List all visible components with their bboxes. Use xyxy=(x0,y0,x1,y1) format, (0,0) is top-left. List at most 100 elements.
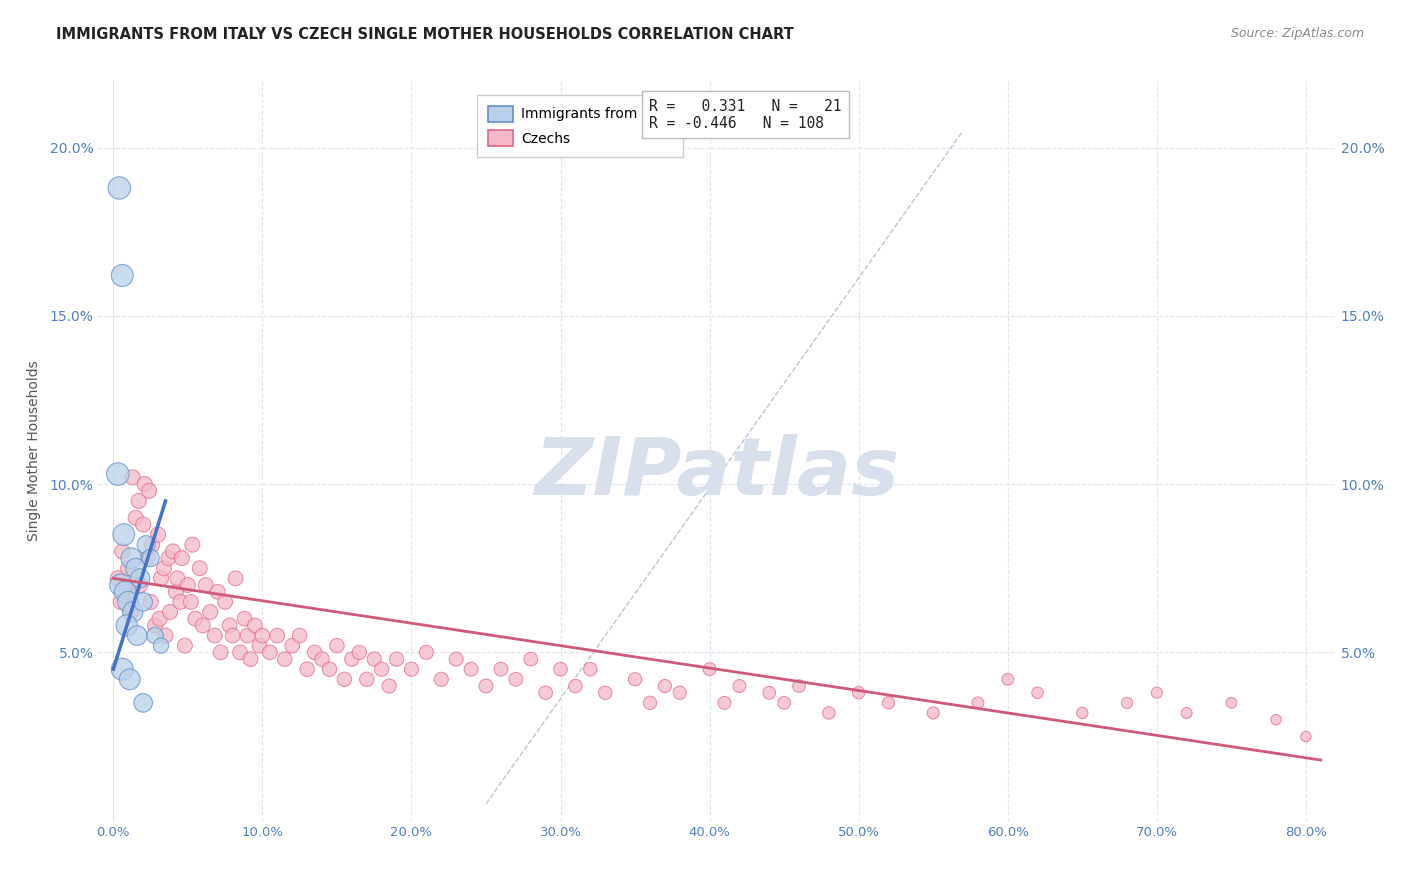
Point xyxy=(460,662,482,676)
Point xyxy=(311,652,333,666)
Point xyxy=(115,618,138,632)
Point xyxy=(243,618,266,632)
Point xyxy=(166,571,188,585)
Point xyxy=(180,595,202,609)
Point xyxy=(997,673,1019,687)
Point xyxy=(139,595,162,609)
Point xyxy=(111,662,134,676)
Point xyxy=(221,628,243,642)
Point xyxy=(579,662,602,676)
Point xyxy=(117,561,139,575)
Point xyxy=(236,628,259,642)
Point xyxy=(108,181,131,195)
Point xyxy=(125,510,148,524)
Point xyxy=(134,477,156,491)
Point xyxy=(125,561,148,575)
Y-axis label: Single Mother Households: Single Mother Households xyxy=(27,360,41,541)
Point xyxy=(326,639,349,653)
Point xyxy=(249,639,271,653)
Point xyxy=(967,696,990,710)
Point xyxy=(728,679,751,693)
Point xyxy=(111,268,134,283)
Point xyxy=(143,618,166,632)
Point xyxy=(218,618,240,632)
Point xyxy=(148,612,170,626)
Point xyxy=(132,696,155,710)
Point xyxy=(266,628,288,642)
Point xyxy=(1026,686,1049,700)
Point xyxy=(1071,706,1094,720)
Point xyxy=(114,584,136,599)
Point xyxy=(318,662,340,676)
Text: Source: ZipAtlas.com: Source: ZipAtlas.com xyxy=(1230,27,1364,40)
Point xyxy=(564,679,586,693)
Point xyxy=(848,686,870,700)
Point xyxy=(120,551,142,566)
Point xyxy=(141,538,163,552)
Point xyxy=(181,538,204,552)
Point xyxy=(138,483,160,498)
Point xyxy=(363,652,385,666)
Point xyxy=(146,527,169,541)
Point xyxy=(170,551,193,566)
Point xyxy=(188,561,211,575)
Point xyxy=(668,686,690,700)
Point xyxy=(259,645,281,659)
Point xyxy=(132,517,155,532)
Text: IMMIGRANTS FROM ITALY VS CZECH SINGLE MOTHER HOUSEHOLDS CORRELATION CHART: IMMIGRANTS FROM ITALY VS CZECH SINGLE MO… xyxy=(56,27,794,42)
Point xyxy=(233,612,256,626)
Point xyxy=(922,706,945,720)
Point xyxy=(121,470,143,484)
Point xyxy=(593,686,616,700)
Point xyxy=(121,605,143,619)
Point xyxy=(136,551,159,566)
Point xyxy=(194,578,217,592)
Point xyxy=(153,561,176,575)
Point xyxy=(1175,706,1198,720)
Point xyxy=(773,696,796,710)
Point xyxy=(150,639,173,653)
Point xyxy=(200,605,222,619)
Point xyxy=(225,571,247,585)
Point xyxy=(401,662,423,676)
Point xyxy=(239,652,262,666)
Point xyxy=(489,662,512,676)
Point xyxy=(304,645,326,659)
Point xyxy=(159,605,181,619)
Point xyxy=(150,571,173,585)
Point xyxy=(475,679,498,693)
Point xyxy=(430,673,453,687)
Point xyxy=(378,679,401,693)
Point xyxy=(356,673,378,687)
Point xyxy=(229,645,252,659)
Point xyxy=(191,618,214,632)
Point xyxy=(534,686,557,700)
Point xyxy=(340,652,363,666)
Point xyxy=(169,595,191,609)
Point xyxy=(288,628,311,642)
Legend: Immigrants from Italy, Czechs: Immigrants from Italy, Czechs xyxy=(477,95,683,157)
Point xyxy=(110,595,132,609)
Text: ZIPatlas: ZIPatlas xyxy=(534,434,900,512)
Point xyxy=(165,584,187,599)
Point xyxy=(127,628,149,642)
Text: R =   0.331   N =   21
R = -0.446   N = 108: R = 0.331 N = 21 R = -0.446 N = 108 xyxy=(650,99,842,131)
Point xyxy=(132,595,155,609)
Point xyxy=(1220,696,1243,710)
Point xyxy=(155,628,177,642)
Point xyxy=(110,578,132,592)
Point xyxy=(107,467,129,481)
Point xyxy=(787,679,810,693)
Point xyxy=(129,578,152,592)
Point xyxy=(444,652,467,666)
Point xyxy=(370,662,392,676)
Point xyxy=(699,662,721,676)
Point xyxy=(550,662,572,676)
Point xyxy=(654,679,676,693)
Point xyxy=(128,494,150,508)
Point xyxy=(877,696,900,710)
Point xyxy=(173,639,195,653)
Point xyxy=(118,673,141,687)
Point xyxy=(114,584,136,599)
Point xyxy=(415,645,437,659)
